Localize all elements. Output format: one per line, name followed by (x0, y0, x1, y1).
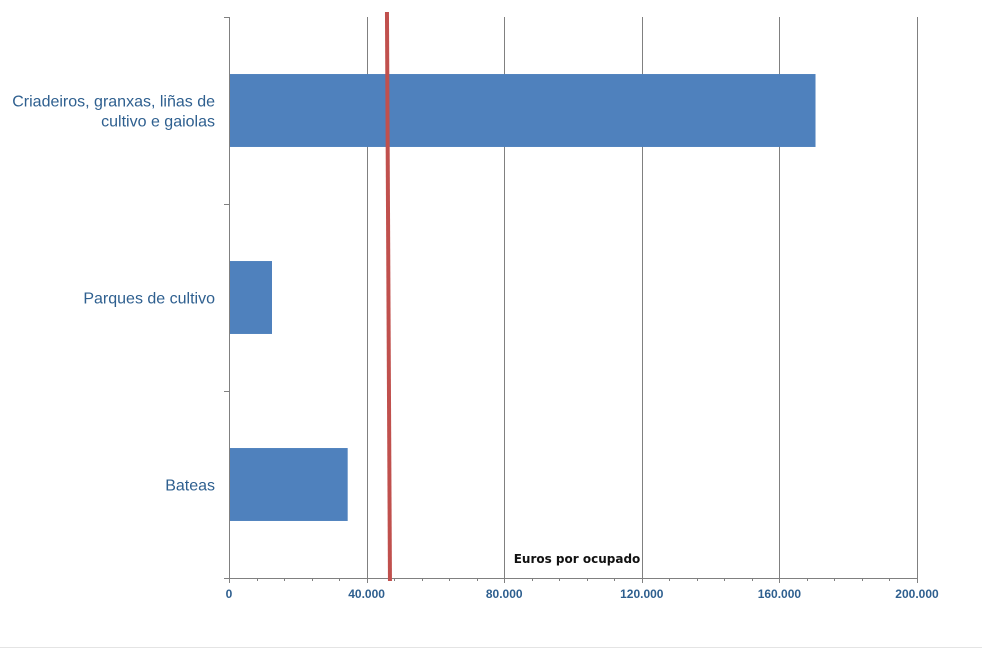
category-labels: Criadeiros, granxas, liñas de cultivo e g… (12, 94, 215, 495)
bar (230, 74, 816, 147)
category-label: Bateas (165, 478, 215, 495)
bar (230, 448, 348, 521)
x-tick-label: 160.000 (758, 587, 802, 601)
category-label: Criadeiros, granxas, liñas de (12, 94, 215, 111)
reference-line (384, 11, 392, 582)
bar (230, 261, 272, 334)
reference-lines (384, 11, 392, 582)
category-label: Parques de cultivo (83, 291, 215, 308)
x-tick-labels: 0 40.000 80.000 120.000 160.000 200.000 (226, 587, 939, 601)
x-tick-label: 40.000 (348, 587, 385, 601)
x-tick-label: 200.000 (895, 587, 939, 601)
x-tick-label: 80.000 (486, 587, 523, 601)
x-tick-label: 120.000 (620, 587, 664, 601)
x-tick-label: 0 (226, 587, 233, 601)
category-label: cultivo e gaiolas (101, 114, 215, 131)
x-axis-title: Euros por ocupado (514, 552, 641, 566)
axes (224, 17, 918, 583)
bottom-divider (0, 647, 982, 648)
bars (230, 74, 816, 521)
